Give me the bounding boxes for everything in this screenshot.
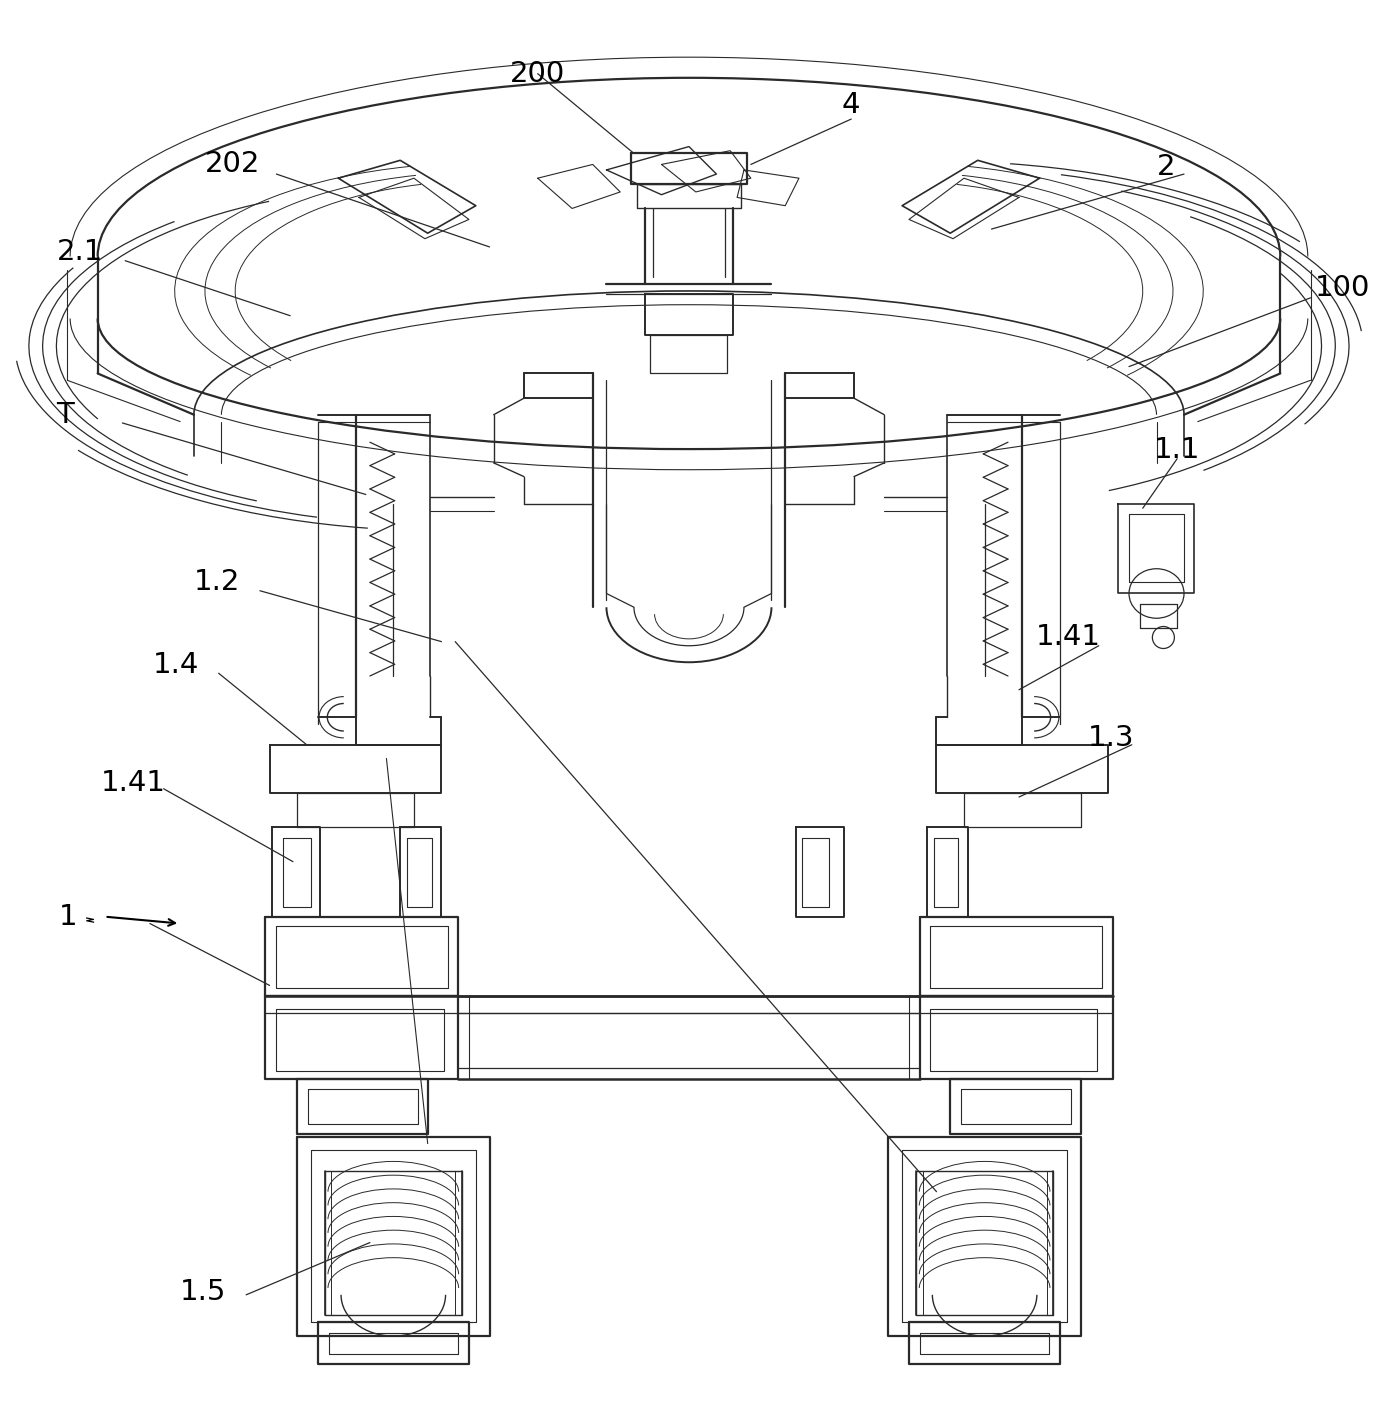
Text: 202: 202 bbox=[205, 151, 260, 179]
Text: 100: 100 bbox=[1314, 274, 1370, 303]
Text: 4: 4 bbox=[842, 91, 860, 120]
Text: 1.5: 1.5 bbox=[180, 1278, 227, 1306]
Text: 1.1: 1.1 bbox=[1154, 436, 1201, 464]
Text: 1.2: 1.2 bbox=[194, 568, 240, 597]
Text: 1.41: 1.41 bbox=[100, 770, 165, 798]
Text: 2: 2 bbox=[1156, 153, 1174, 182]
Text: 200: 200 bbox=[510, 59, 565, 87]
Text: 1.3: 1.3 bbox=[1087, 723, 1134, 751]
Text: 1: 1 bbox=[60, 903, 78, 930]
Text: T: T bbox=[57, 401, 75, 429]
Text: 1.4: 1.4 bbox=[152, 651, 199, 680]
Text: 2.1: 2.1 bbox=[57, 238, 102, 266]
Text: 1.41: 1.41 bbox=[1036, 623, 1101, 651]
